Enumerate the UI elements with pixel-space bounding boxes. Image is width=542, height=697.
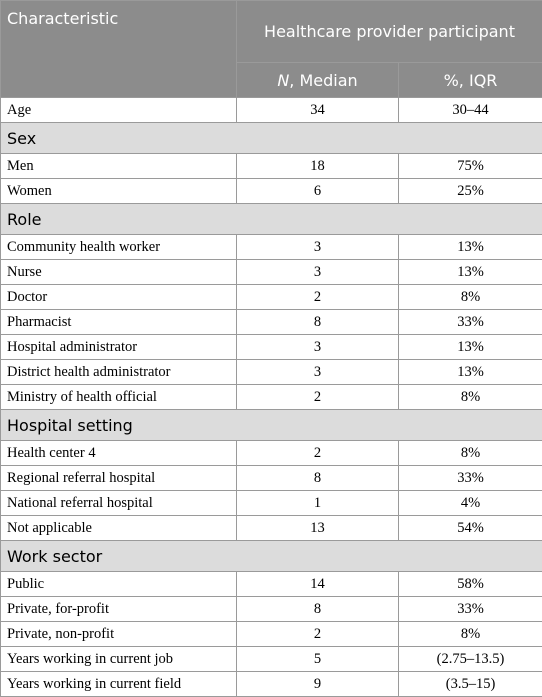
data-row: Women 6 25% bbox=[0, 178, 542, 204]
table-cell: Doctor bbox=[0, 284, 237, 310]
data-row: Ministry of health official 2 8% bbox=[0, 384, 542, 410]
table-cell: 54% bbox=[397, 515, 542, 541]
data-row: Health center 4 2 8% bbox=[0, 440, 542, 466]
table-cell: 75% bbox=[397, 153, 542, 179]
table-cell: 3 bbox=[236, 359, 399, 385]
data-row: Doctor 2 8% bbox=[0, 284, 542, 310]
data-row: Community health worker 3 13% bbox=[0, 234, 542, 260]
table-cell: 3 bbox=[236, 234, 399, 260]
data-row: District health administrator 3 13% bbox=[0, 359, 542, 385]
table-cell: 34 bbox=[236, 97, 399, 123]
section-row: Work sector bbox=[0, 540, 542, 572]
table-cell: Public bbox=[0, 571, 237, 597]
section-row: Role bbox=[0, 203, 542, 235]
section-cell: Role bbox=[0, 203, 542, 235]
table-cell: 3 bbox=[236, 259, 399, 285]
table-cell: Not applicable bbox=[0, 515, 237, 541]
section-row: Hospital setting bbox=[0, 409, 542, 441]
table-cell: 13% bbox=[397, 259, 542, 285]
table-cell: 1 bbox=[236, 490, 399, 516]
table-cell: 2 bbox=[236, 384, 399, 410]
data-row: Not applicable 13 54% bbox=[0, 515, 542, 541]
table-cell: 13 bbox=[236, 515, 399, 541]
data-row: Private, for-profit 8 33% bbox=[0, 596, 542, 622]
table-cell: Private, non-profit bbox=[0, 621, 237, 647]
section-row: Sex bbox=[0, 122, 542, 154]
table-cell: 58% bbox=[397, 571, 542, 597]
table-cell: 30–44 bbox=[397, 97, 542, 123]
table-cell: Nurse bbox=[0, 259, 237, 285]
table-cell: 33% bbox=[397, 596, 542, 622]
header-cell: Characteristic bbox=[0, 0, 237, 98]
data-row: Years working in current field 9 (3.5–15) bbox=[0, 671, 542, 697]
table-cell: Health center 4 bbox=[0, 440, 237, 466]
header-cell: %, IQR bbox=[397, 62, 542, 98]
table-cell: 8% bbox=[397, 384, 542, 410]
table-cell: Years working in current job bbox=[0, 646, 237, 672]
table-cell: Regional referral hospital bbox=[0, 465, 237, 491]
table-cell: District health administrator bbox=[0, 359, 237, 385]
section-cell: Sex bbox=[0, 122, 542, 154]
table-cell: (2.75–13.5) bbox=[397, 646, 542, 672]
table-cell: 13% bbox=[397, 359, 542, 385]
table-cell: National referral hospital bbox=[0, 490, 237, 516]
table-cell: 8% bbox=[397, 284, 542, 310]
data-row: Hospital administrator 3 13% bbox=[0, 334, 542, 360]
table-cell: 18 bbox=[236, 153, 399, 179]
section-cell: Hospital setting bbox=[0, 409, 542, 441]
header-cell: N, Median bbox=[236, 62, 399, 98]
table-cell: 8 bbox=[236, 309, 399, 335]
table-cell: 25% bbox=[397, 178, 542, 204]
table-cell: Community health worker bbox=[0, 234, 237, 260]
table-cell: 8 bbox=[236, 465, 399, 491]
data-row: Nurse 3 13% bbox=[0, 259, 542, 285]
data-row: National referral hospital 1 4% bbox=[0, 490, 542, 516]
table-cell: 33% bbox=[397, 465, 542, 491]
table-cell: (3.5–15) bbox=[397, 671, 542, 697]
table-cell: Years working in current field bbox=[0, 671, 237, 697]
table-cell: 14 bbox=[236, 571, 399, 597]
data-row: Private, non-profit 2 8% bbox=[0, 621, 542, 647]
table-cell: Hospital administrator bbox=[0, 334, 237, 360]
table-cell: Ministry of health official bbox=[0, 384, 237, 410]
table-cell: 6 bbox=[236, 178, 399, 204]
section-cell: Work sector bbox=[0, 540, 542, 572]
table-cell: 2 bbox=[236, 621, 399, 647]
table-cell: 4% bbox=[397, 490, 542, 516]
table-cell: Pharmacist bbox=[0, 309, 237, 335]
table-cell: 8% bbox=[397, 621, 542, 647]
table-cell: Age bbox=[0, 97, 237, 123]
table-cell: Men bbox=[0, 153, 237, 179]
header-cell: Healthcare provider participant bbox=[235, 0, 542, 63]
table-cell: 2 bbox=[236, 440, 399, 466]
data-row: Regional referral hospital 8 33% bbox=[0, 465, 542, 491]
table-cell: 8% bbox=[397, 440, 542, 466]
data-row: Age 34 30–44 bbox=[0, 97, 542, 123]
table-cell: 3 bbox=[236, 334, 399, 360]
data-row: Men 18 75% bbox=[0, 153, 542, 179]
table-cell: 13% bbox=[397, 234, 542, 260]
table-cell: 2 bbox=[236, 284, 399, 310]
table-cell: 13% bbox=[397, 334, 542, 360]
header-text: , Median bbox=[289, 70, 358, 90]
table-cell: Private, for-profit bbox=[0, 596, 237, 622]
table-cell: 9 bbox=[236, 671, 399, 697]
data-row: Pharmacist 8 33% bbox=[0, 309, 542, 335]
table-cell: 8 bbox=[236, 596, 399, 622]
header-text: N bbox=[277, 70, 290, 90]
table-cell: 5 bbox=[236, 646, 399, 672]
table-cell: 33% bbox=[397, 309, 542, 335]
table-cell: Women bbox=[0, 178, 237, 204]
data-row: Public 14 58% bbox=[0, 571, 542, 597]
data-row: Years working in current job 5 (2.75–13.5) bbox=[0, 646, 542, 672]
